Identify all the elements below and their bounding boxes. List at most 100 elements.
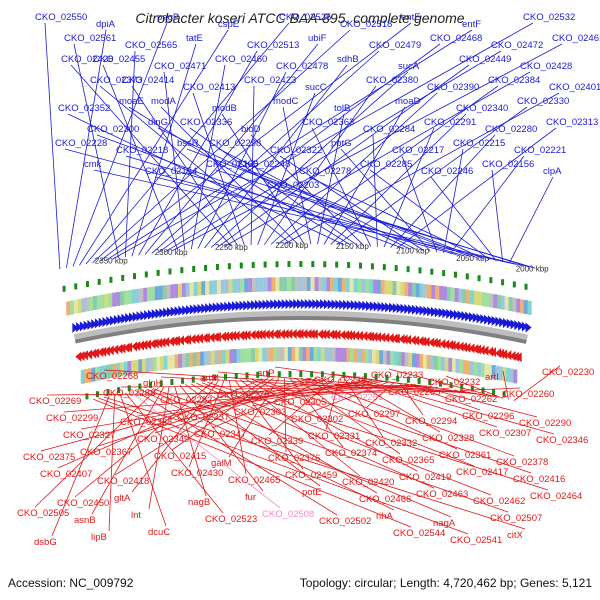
top-gene-label: sdhB [337,54,359,65]
cog-block-outer [232,278,237,293]
cog-block-inner [441,356,446,371]
bottom-gene-label: CKO_02464 [530,491,582,502]
forward-feature-arrow [216,302,223,313]
reverse-feature-arrow [244,330,251,341]
top-connector-line [164,50,502,253]
bottom-gene-label: CKO_02268 [86,371,138,382]
gc-tick-outer [204,264,208,271]
reverse-feature-arrow [353,330,360,341]
topology-summary: Topology: circular; Length: 4,720,462 bp… [299,576,592,590]
forward-feature-arrow [354,300,361,311]
cog-block-inner [302,347,307,362]
cog-block-inner [251,348,256,363]
cog-block-inner [291,347,296,362]
gc-tick-outer [489,277,493,284]
bottom-gene-label: artM [200,373,219,384]
bottom-connector-line [361,379,555,435]
gc-tick-inner [85,393,89,400]
forward-feature-arrow [113,314,120,325]
cog-block-outer [466,289,471,304]
forward-feature-arrow [243,300,250,311]
gc-tick-outer [287,261,291,268]
top-gene-label: cmk [84,159,102,170]
forward-feature-arrow [212,302,219,313]
forward-feature-arrow [274,299,281,310]
cog-block-outer [442,286,447,301]
cog-block-outer [306,277,311,292]
reverse-feature-arrow [149,338,156,349]
bottom-gene-label: CKO_02415 [154,451,206,462]
cog-block-inner [207,350,212,365]
gc-tick-outer [347,262,351,269]
reverse-feature-arrow [482,345,489,356]
top-gene-label: CKO_02390 [427,82,479,93]
forward-feature-arrow [434,307,441,318]
top-gene-label: CKO_02217 [392,145,444,156]
forward-feature-arrow [423,305,430,316]
forward-feature-arrow [262,299,269,310]
cog-block-outer [334,277,339,292]
gc-tick-outer [97,278,101,285]
cog-block-inner [225,349,230,364]
cog-block-outer [127,290,132,305]
top-connector-line [189,127,358,246]
reverse-feature-arrow [152,338,159,349]
forward-feature-arrow [297,299,304,310]
cog-block-outer [93,295,98,310]
cog-block-outer [314,277,319,292]
bottom-gene-label: CKO_02302 [291,414,343,425]
top-gene-label: CKO_02380 [366,75,418,86]
top-gene-label: bioD [241,124,261,135]
gc-tick-outer [85,281,89,288]
forward-feature-arrow [472,312,479,323]
bottom-gene-label: CKO_02430 [171,468,223,479]
cog-block-outer [228,279,233,294]
cog-block-inner [462,360,467,375]
gc-tick-inner [396,375,400,382]
cog-block-outer [298,277,303,292]
top-gene-label: modB [212,103,237,114]
bottom-gene-label: CKO_02269 [29,396,81,407]
cog-block-outer [77,298,82,313]
reverse-feature-arrow [461,342,468,353]
cog-block-inner [273,347,278,362]
forward-feature-arrow [339,299,346,310]
top-connector-line [247,169,477,258]
cog-block-inner [371,349,376,364]
forward-feature-arrow [389,302,396,313]
reverse-feature-arrow [345,330,352,341]
reverse-feature-arrow [405,334,412,345]
cog-block-outer [154,286,159,301]
reverse-feature-arrow [93,348,100,359]
bottom-gene-label: CKO_02328 [422,433,474,444]
cog-block-outer [252,277,257,292]
bottom-connector-line [454,389,464,394]
forward-feature-arrow [208,302,215,313]
forward-feature-arrow [323,299,330,310]
cog-block-outer [341,277,346,292]
top-gene-label: modA [151,96,176,107]
cog-block-inner [353,348,358,363]
cog-block-inner [382,350,387,365]
top-gene-label: CKO_02414 [122,75,174,86]
forward-feature-arrow [503,317,510,328]
bottom-gene-label: CKO_02346 [536,435,588,446]
reverse-feature-arrow [256,329,263,340]
cog-block-inner [189,352,194,367]
bottom-gene-label: CKO_02508 [262,509,314,520]
reverse-feature-arrow [371,331,378,342]
cog-block-outer [361,278,366,293]
reverse-feature-arrow [290,329,297,340]
gc-tick-inner [267,371,271,378]
bottom-connector-line [103,396,526,530]
top-gene-label: modC [273,96,298,107]
top-connector-line [282,106,312,245]
bottom-gene-label: CKO_02260 [502,389,554,400]
gc-tick-inner [320,371,324,378]
bottom-connector-line [388,368,498,398]
cog-block-outer [373,279,378,294]
forward-feature-arrow [147,309,154,320]
cog-block-outer [267,277,272,292]
cog-block-inner [232,349,237,364]
